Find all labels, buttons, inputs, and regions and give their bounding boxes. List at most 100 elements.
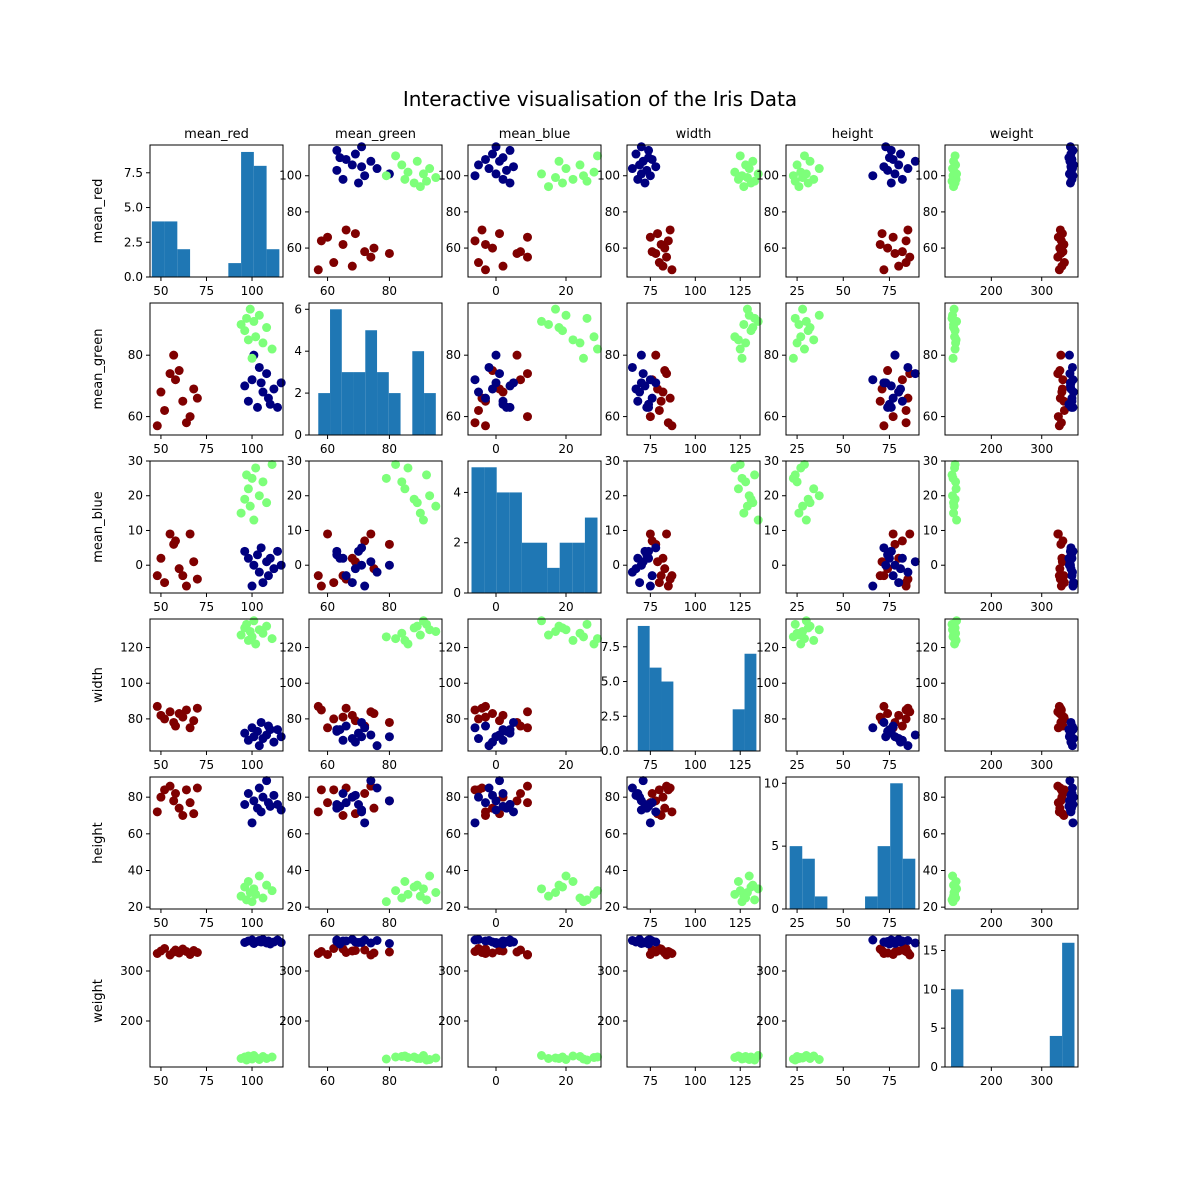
data-point-class-2 bbox=[554, 323, 564, 333]
data-point-class-2 bbox=[391, 634, 401, 644]
data-point-class-0 bbox=[189, 809, 199, 819]
data-point-class-0 bbox=[474, 405, 483, 415]
panel-weight-vs-weight: 0 5 10 15 200 300 bbox=[923, 934, 1079, 1088]
data-point-class-2 bbox=[245, 304, 255, 314]
data-point-class-0 bbox=[662, 529, 672, 539]
y-tick-label: 300 bbox=[597, 964, 620, 978]
y-tick-label: 40 bbox=[446, 864, 461, 878]
y-tick-label: 300 bbox=[438, 964, 461, 978]
data-point-class-1 bbox=[498, 801, 508, 811]
data-point-class-0 bbox=[1053, 798, 1063, 808]
x-tick-label: 75 bbox=[882, 284, 897, 298]
data-point-class-0 bbox=[875, 396, 885, 406]
y-tick-label: 20 bbox=[128, 900, 143, 914]
data-point-class-1 bbox=[1065, 142, 1075, 152]
data-point-class-2 bbox=[422, 176, 432, 186]
panel-mean_blue-vs-mean_red: 0 10 20 30 50 75 100 mean_blue bbox=[91, 454, 286, 614]
data-point-class-0 bbox=[516, 789, 525, 798]
data-point-class-0 bbox=[181, 705, 191, 715]
data-point-class-2 bbox=[568, 877, 578, 886]
data-point-class-0 bbox=[897, 375, 907, 385]
x-tick-label: 25 bbox=[789, 916, 804, 930]
data-point-class-1 bbox=[910, 938, 920, 948]
data-point-class-1 bbox=[644, 935, 654, 945]
data-point-class-1 bbox=[498, 399, 508, 409]
histogram-bar bbox=[584, 517, 598, 593]
data-point-class-1 bbox=[484, 164, 494, 174]
data-point-class-0 bbox=[477, 703, 487, 713]
data-point-class-0 bbox=[369, 803, 379, 813]
data-point-class-0 bbox=[384, 539, 394, 549]
x-tick-label: 75 bbox=[199, 442, 214, 456]
data-point-class-2 bbox=[561, 1055, 571, 1064]
data-point-class-2 bbox=[267, 1052, 277, 1062]
data-point-class-0 bbox=[660, 564, 670, 574]
y-tick-label: 60 bbox=[764, 410, 779, 424]
data-point-class-1 bbox=[353, 178, 363, 188]
panel-width-vs-mean_green: 80 100 120 60 80 bbox=[279, 616, 443, 772]
data-point-class-1 bbox=[338, 174, 348, 184]
data-point-class-1 bbox=[636, 560, 646, 570]
x-tick-label: 60 bbox=[320, 442, 335, 456]
data-point-class-0 bbox=[653, 557, 663, 567]
data-point-class-1 bbox=[903, 164, 913, 174]
data-point-class-2 bbox=[950, 151, 960, 161]
panel-frame bbox=[944, 934, 1079, 1068]
data-point-class-1 bbox=[372, 783, 382, 793]
y-tick-label: 6 bbox=[294, 302, 302, 316]
data-point-class-0 bbox=[656, 239, 666, 249]
data-point-class-2 bbox=[568, 174, 578, 184]
x-tick-label: 300 bbox=[1030, 758, 1053, 772]
data-point-class-1 bbox=[488, 790, 497, 800]
histogram-bar bbox=[424, 393, 436, 435]
data-point-class-0 bbox=[883, 243, 893, 253]
data-point-class-0 bbox=[512, 350, 522, 360]
y-tick-label: 0 bbox=[612, 558, 620, 572]
y-tick-label: 0 bbox=[135, 558, 143, 572]
data-point-class-0 bbox=[660, 366, 670, 376]
data-point-class-2 bbox=[258, 628, 268, 638]
data-point-class-1 bbox=[256, 543, 266, 553]
data-point-class-1 bbox=[644, 153, 654, 163]
data-point-class-2 bbox=[240, 494, 250, 504]
y-tick-label: 10 bbox=[764, 776, 779, 790]
data-point-class-0 bbox=[165, 369, 175, 379]
data-point-class-0 bbox=[875, 571, 885, 581]
histogram-bar bbox=[266, 249, 280, 277]
y-tick-label: 80 bbox=[287, 790, 302, 804]
data-point-class-2 bbox=[582, 619, 592, 629]
data-point-class-0 bbox=[316, 581, 326, 591]
x-tick-label: 50 bbox=[836, 758, 851, 772]
data-point-class-1 bbox=[357, 543, 367, 553]
data-point-class-0 bbox=[1058, 375, 1068, 385]
data-point-class-1 bbox=[1068, 578, 1078, 588]
y-tick-label: 60 bbox=[923, 410, 938, 424]
data-point-class-1 bbox=[491, 169, 501, 179]
data-point-class-1 bbox=[366, 156, 376, 166]
data-point-class-0 bbox=[654, 258, 664, 268]
data-point-class-0 bbox=[883, 366, 893, 376]
data-point-class-2 bbox=[418, 169, 428, 179]
data-point-class-0 bbox=[481, 239, 490, 249]
panel-frame bbox=[785, 144, 920, 278]
data-point-class-2 bbox=[792, 628, 802, 638]
x-tick-label: 300 bbox=[1030, 1074, 1053, 1088]
y-tick-label: 80 bbox=[287, 712, 302, 726]
data-point-class-1 bbox=[509, 807, 518, 817]
data-point-class-1 bbox=[384, 732, 394, 742]
x-tick-label: 75 bbox=[643, 916, 658, 930]
data-point-class-0 bbox=[667, 265, 677, 275]
panel-frame bbox=[785, 776, 920, 910]
data-point-class-1 bbox=[886, 178, 896, 188]
data-point-class-0 bbox=[495, 716, 504, 726]
data-point-class-0 bbox=[470, 418, 480, 428]
data-point-class-1 bbox=[644, 402, 654, 412]
data-point-class-0 bbox=[667, 807, 677, 817]
data-point-class-1 bbox=[1068, 546, 1078, 556]
data-point-class-2 bbox=[381, 473, 391, 483]
data-point-class-1 bbox=[357, 717, 367, 727]
y-tick-label: 80 bbox=[605, 205, 620, 219]
y-tick-label: 10 bbox=[287, 523, 302, 537]
data-point-class-0 bbox=[1055, 703, 1065, 713]
data-point-class-0 bbox=[888, 529, 898, 539]
